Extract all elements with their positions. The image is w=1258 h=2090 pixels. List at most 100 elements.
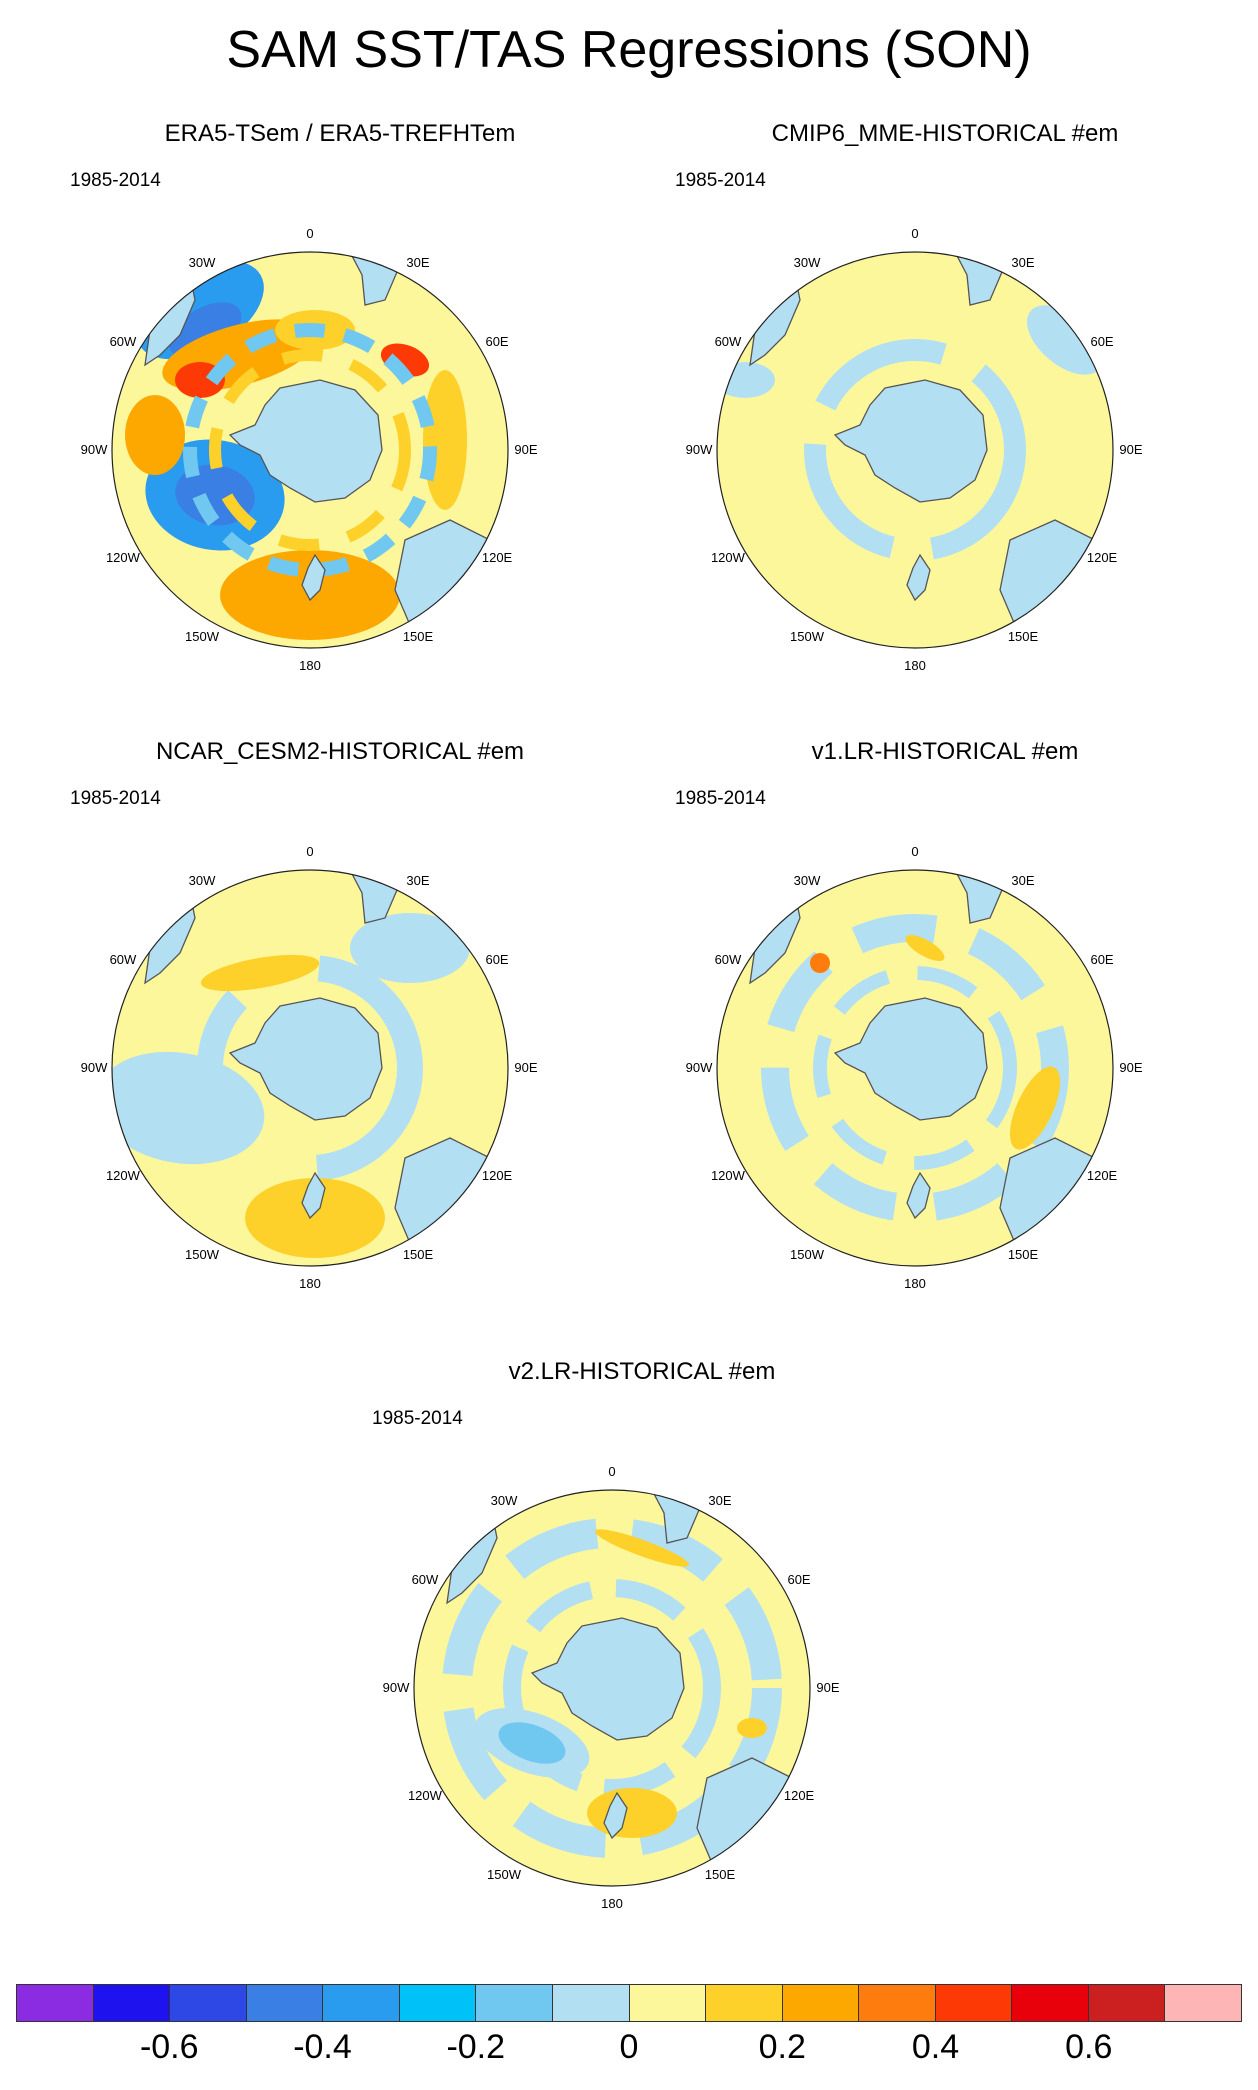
longitude-label: 0 — [306, 226, 314, 241]
longitude-label: 150W — [790, 629, 824, 645]
antarctica-outline — [833, 997, 988, 1121]
panel-v2-lr: v2.LR-HISTORICAL #em 1985-2014 0 30E 60E 90… — [362, 1358, 962, 1918]
period-label: 1985-2014 — [372, 1408, 463, 1429]
longitude-label: 120E — [783, 1788, 815, 1803]
longitude-label: 120E — [1086, 1168, 1118, 1183]
anomaly-patch — [1026, 305, 1104, 375]
colorbar-swatch — [476, 1985, 553, 2021]
longitude-label: 30W — [490, 1492, 518, 1508]
longitude-label: 150W — [185, 629, 219, 645]
australia-outline — [394, 1137, 506, 1254]
colorbar-swatch — [399, 1985, 477, 2021]
longitude-label: 120W — [407, 1788, 442, 1803]
longitude-label: 180 — [904, 1276, 926, 1291]
longitude-label: 180 — [299, 658, 321, 673]
longitude-label: 60E — [485, 952, 509, 967]
map-boundary — [716, 251, 1114, 649]
colorbar-tick-label: 0.6 — [1065, 2028, 1113, 2066]
colorbar-tick-label: 0 — [619, 2028, 639, 2066]
anomaly-patch — [200, 954, 320, 992]
longitude-label: 120W — [105, 550, 140, 565]
longitude-label: 180 — [299, 1276, 321, 1291]
colorbar-tick-label: -0.4 — [293, 2028, 352, 2066]
longitude-label: 120E — [1086, 550, 1118, 565]
anomaly-patch — [125, 395, 185, 475]
anomaly-patch — [594, 1529, 690, 1567]
antarctica-outline — [833, 379, 988, 503]
longitude-label: 30E — [406, 254, 430, 270]
colorbar-tick-label: 0.4 — [911, 2028, 960, 2066]
colorbar-swatch — [246, 1985, 324, 2021]
anomaly-patch — [810, 953, 830, 973]
polar-map — [716, 251, 1114, 649]
period-label: 1985-2014 — [70, 788, 161, 809]
colorbar-swatch — [552, 1985, 630, 2021]
colorbar-swatch — [323, 1985, 400, 2021]
longitude-label: 30E — [406, 872, 430, 888]
longitude-label: 90W — [80, 442, 108, 457]
polar-map — [716, 869, 1114, 1267]
panel-title: v1.LR-HISTORICAL #em — [811, 738, 1079, 765]
anomaly-band — [183, 323, 437, 577]
anomaly-band — [442, 1518, 782, 1858]
anomaly-patch — [717, 362, 775, 398]
map-field — [112, 252, 508, 648]
new-zealand-outline — [603, 1791, 628, 1840]
panel-title: v2.LR-HISTORICAL #em — [508, 1358, 776, 1385]
polar-map — [413, 1489, 811, 1887]
longitude-label: 60W — [411, 1572, 439, 1587]
colorbar-swatch — [170, 1985, 247, 2021]
longitude-label: 180 — [904, 658, 926, 673]
longitude-label: 150W — [487, 1867, 521, 1883]
longitude-label: 60E — [1090, 334, 1114, 349]
colorbar-swatch — [17, 1985, 94, 2021]
longitude-label: 150W — [185, 1247, 219, 1263]
colorbar-swatch — [859, 1985, 936, 2021]
longitude-label: 90E — [816, 1680, 840, 1695]
anomaly-patch — [350, 913, 470, 983]
panel-ncar-cesm2: NCAR_CESM2-HISTORICAL #em 1985-2014 0 30E… — [60, 738, 660, 1298]
longitude-label: 150E — [402, 629, 434, 645]
map-field — [112, 870, 508, 1266]
panel-era5: ERA5-TSem / ERA5-TREFHTem 1985-2014 0 30E… — [60, 120, 660, 680]
longitude-label: 120W — [105, 1168, 140, 1183]
longitude-label: 90W — [685, 1060, 713, 1075]
longitude-label: 120W — [710, 1168, 745, 1183]
australia-outline — [999, 519, 1111, 636]
antarctica-outline — [530, 1617, 685, 1741]
antarctica-outline — [228, 997, 383, 1121]
colorbar-tick-label: -0.2 — [446, 2028, 506, 2066]
longitude-label: 0 — [911, 844, 919, 859]
anomaly-patch — [905, 935, 945, 961]
panel-v1-lr: v1.LR-HISTORICAL #em 1985-2014 0 30E 60E 90… — [665, 738, 1258, 1298]
map-boundary — [413, 1489, 811, 1887]
colorbar-tick-label: -0.6 — [139, 2028, 199, 2066]
period-label: 1985-2014 — [70, 170, 161, 191]
anomaly-band — [197, 955, 423, 1181]
longitude-label: 90E — [1119, 442, 1143, 457]
colorbar-swatch — [1088, 1985, 1166, 2021]
anomaly-patch — [1009, 1066, 1061, 1150]
longitude-label: 90E — [514, 1060, 538, 1075]
anomaly-band — [209, 349, 411, 551]
longitude-label: 60E — [485, 334, 509, 349]
anomaly-patch — [737, 1718, 767, 1738]
longitude-label: 30W — [793, 872, 821, 888]
longitude-label: 60W — [109, 952, 137, 967]
polar-map — [111, 251, 509, 649]
figure-title: SAM SST/TAS Regressions (SON) — [226, 21, 1032, 79]
period-label: 1985-2014 — [675, 170, 766, 191]
colorbar-swatch — [706, 1985, 783, 2021]
longitude-label: 0 — [306, 844, 314, 859]
longitude-label: 120W — [710, 550, 745, 565]
anomaly-band — [503, 1579, 721, 1797]
map-boundary — [111, 869, 509, 1267]
longitude-label: 90W — [80, 1060, 108, 1075]
anomaly-patch — [587, 1788, 677, 1838]
longitude-label: 0 — [911, 226, 919, 241]
period-label: 1985-2014 — [675, 788, 766, 809]
longitude-label: 0 — [608, 1464, 616, 1479]
longitude-label: 30E — [1011, 872, 1035, 888]
new-zealand-outline — [906, 553, 931, 602]
longitude-label: 150E — [1007, 629, 1039, 645]
